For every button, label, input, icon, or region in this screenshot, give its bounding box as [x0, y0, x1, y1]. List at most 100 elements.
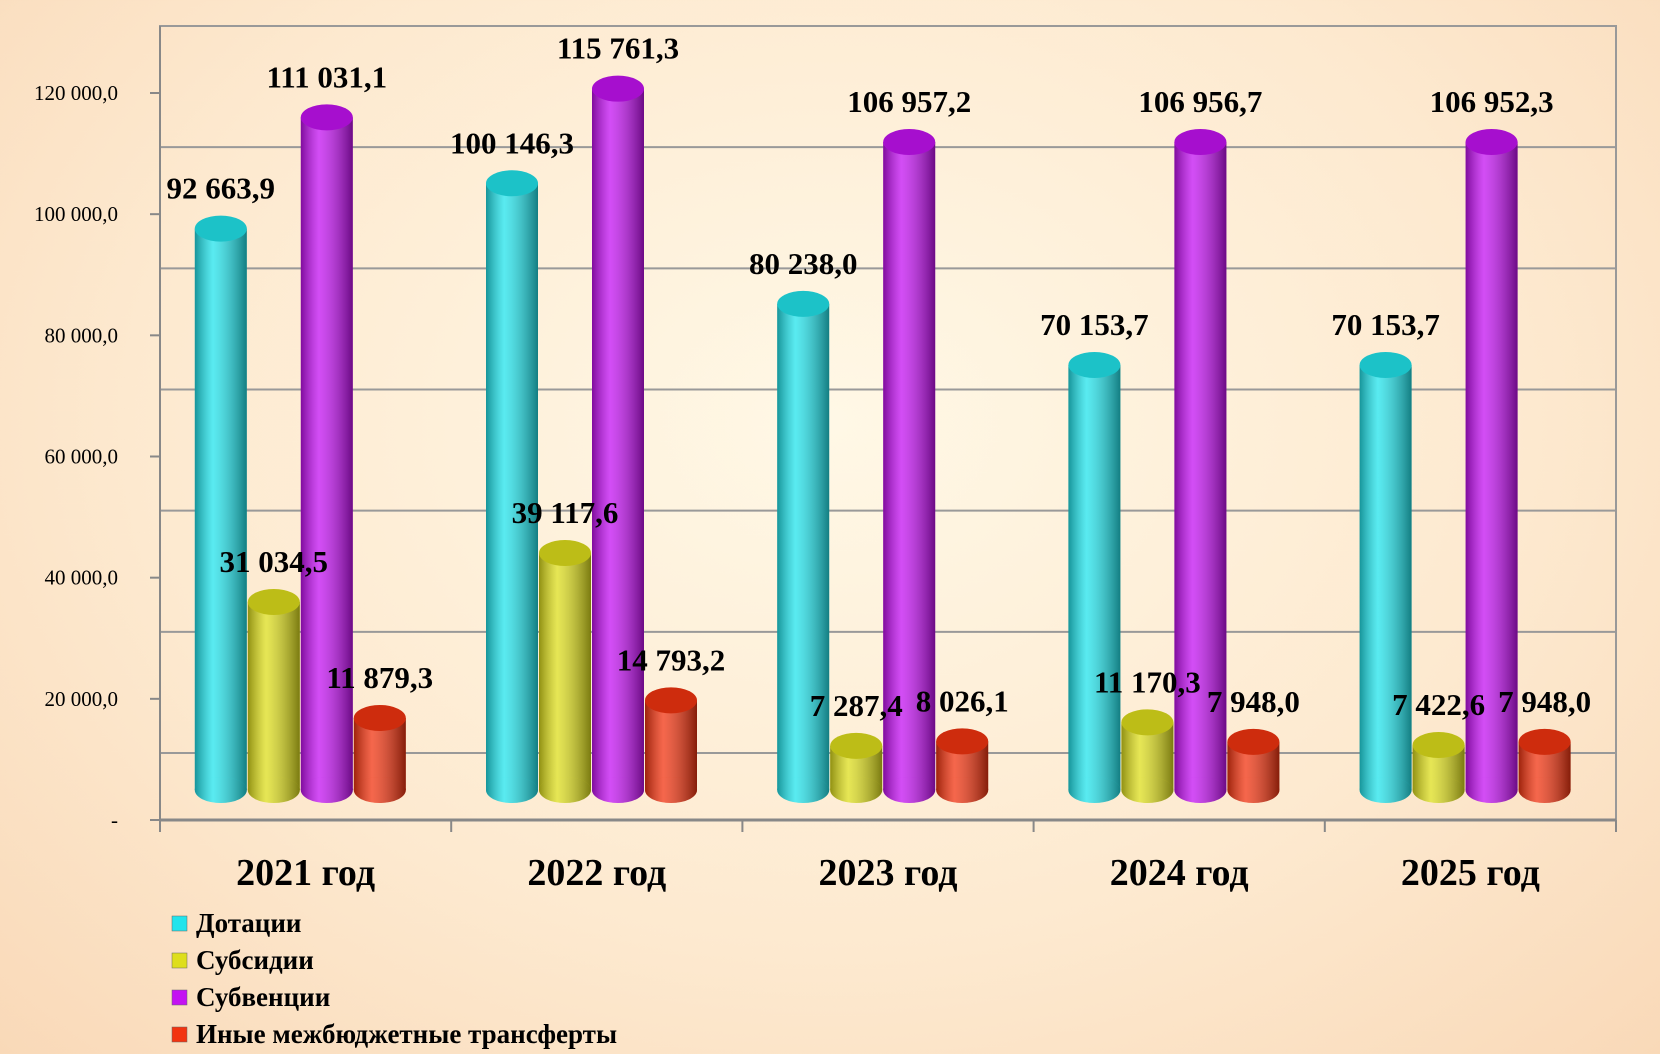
data-label: 11 170,3 — [1094, 664, 1201, 699]
data-label: 8 026,1 — [916, 683, 1009, 718]
bar-bottom-shade — [1359, 777, 1412, 803]
bar-bottom-shade — [300, 777, 353, 803]
bar-cap-shade — [1174, 129, 1227, 156]
bar-bottom-shade — [1412, 777, 1465, 803]
bar-bottom-shade — [486, 777, 538, 803]
x-tick-label: 2023 год — [819, 852, 958, 894]
bar-cap — [592, 75, 644, 102]
bar-bottom-shade — [830, 777, 883, 803]
bar-bottom-shade — [194, 777, 247, 803]
bar-shade — [592, 88, 644, 791]
bar-bottom-shade — [1518, 777, 1571, 803]
bar-bottom-shade — [1174, 777, 1227, 803]
data-label: 31 034,5 — [220, 544, 329, 579]
x-tick-label: 2021 год — [236, 852, 375, 894]
bar-cap-shade — [1412, 732, 1465, 759]
data-label: 111 031,1 — [267, 59, 388, 94]
bar-shade — [486, 183, 538, 790]
bar-bottom-shade — [1227, 777, 1280, 803]
legend-label: Дотации — [196, 908, 301, 938]
data-label: 14 793,2 — [617, 642, 726, 677]
y-tick-label: - — [111, 808, 118, 832]
y-tick-label: 60 000,0 — [45, 445, 119, 469]
bar-cap-shade — [592, 75, 644, 102]
bar-cap — [1227, 728, 1280, 755]
x-tick-label: 2024 год — [1110, 852, 1249, 894]
bar-cap — [1518, 728, 1571, 755]
bar-cap — [539, 540, 591, 567]
data-label: 100 146,3 — [450, 125, 574, 160]
legend-swatch — [171, 915, 188, 932]
data-label: 80 238,0 — [749, 246, 858, 281]
bar-cap — [1359, 351, 1412, 378]
bar-bottom-shade — [539, 777, 591, 803]
bar-cap — [1174, 129, 1227, 156]
bar-cap-shade — [830, 732, 883, 759]
bar-shade — [539, 553, 591, 790]
data-label: 7 422,6 — [1392, 687, 1485, 722]
bar-cap — [353, 705, 406, 732]
data-label: 7 287,4 — [810, 688, 903, 723]
legend-label: Иные межбюджетные трансферты — [196, 1019, 617, 1049]
bar-cap-shade — [777, 290, 830, 317]
data-label: 70 153,7 — [1040, 307, 1149, 342]
bar-cap-shade — [1518, 728, 1571, 755]
bar-cap — [777, 290, 830, 317]
bar-cap-shade — [1068, 351, 1121, 378]
data-label: 39 117,6 — [512, 495, 619, 530]
bar-cap — [830, 732, 883, 759]
bar-cap-shade — [539, 540, 591, 567]
x-tick-label: 2022 год — [527, 852, 666, 894]
bar-cap-shade — [1359, 351, 1412, 378]
bar-cap-shade — [936, 728, 989, 755]
legend-swatch — [171, 989, 188, 1006]
bar-cap — [194, 215, 247, 242]
bar-bottom-shade — [592, 777, 644, 803]
data-label: 106 952,3 — [1430, 84, 1554, 119]
data-label: 92 663,9 — [167, 171, 276, 206]
bar-bottom-shade — [645, 777, 697, 803]
bar-shade — [300, 117, 353, 790]
x-tick-label: 2025 год — [1401, 852, 1540, 894]
data-label: 115 761,3 — [557, 31, 679, 66]
y-tick-label: 40 000,0 — [45, 566, 119, 590]
legend-label: Субвенции — [196, 982, 330, 1012]
bar-bottom-shade — [1068, 777, 1121, 803]
bar-cap — [486, 170, 538, 197]
bar-bottom-shade — [1465, 777, 1518, 803]
bar-cap-shade — [645, 687, 697, 714]
bar-cap-shade — [1121, 709, 1174, 736]
bar-bottom-shade — [777, 777, 830, 803]
bar-bottom-shade — [883, 777, 936, 803]
bar-bottom-shade — [247, 777, 300, 803]
bar-cap — [1465, 129, 1518, 156]
data-label: 106 957,2 — [847, 84, 971, 119]
bar-cap-shade — [194, 215, 247, 242]
y-tick-label: 120 000,0 — [34, 81, 118, 105]
legend-swatch — [171, 1026, 188, 1043]
bar-shade — [194, 228, 247, 790]
bar-bottom-shade — [1121, 777, 1174, 803]
legend-swatch — [171, 952, 188, 969]
bar-cap-shade — [1465, 129, 1518, 156]
bar-shade — [777, 303, 830, 790]
bar-cap-shade — [1227, 728, 1280, 755]
data-label: 70 153,7 — [1331, 307, 1440, 342]
bar-shade — [645, 700, 697, 790]
y-tick-label: 80 000,0 — [45, 323, 119, 347]
bar-shade — [1359, 364, 1412, 790]
bar-cap — [1068, 351, 1121, 378]
bar-shade — [1174, 142, 1227, 791]
bar-shade — [1068, 364, 1121, 790]
bar-cap — [936, 728, 989, 755]
bar-bottom-shade — [936, 777, 989, 803]
data-label: 7 948,0 — [1498, 684, 1591, 719]
bar-cap — [300, 104, 353, 131]
bar-cap-shade — [300, 104, 353, 131]
y-tick-label: 100 000,0 — [34, 202, 118, 226]
y-tick-label: 20 000,0 — [45, 687, 119, 711]
bar-cap-shade — [353, 705, 406, 732]
bar-cap — [247, 588, 300, 615]
